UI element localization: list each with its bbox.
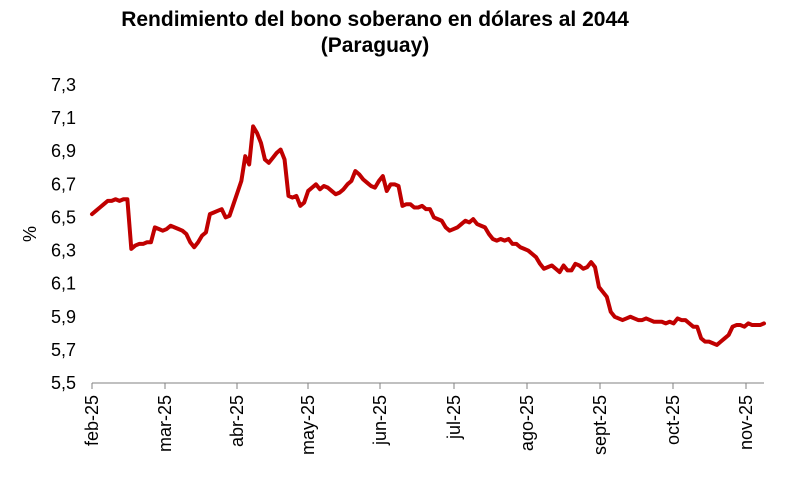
y-tick-label: 6,7	[51, 174, 76, 194]
y-axis-ticks: 7,3 7,1 6,9 6,7 6,5 6,3 6,1 5,9 5,7 5,5	[51, 75, 76, 393]
y-tick-label: 6,1	[51, 274, 76, 294]
y-tick-label: 7,1	[51, 108, 76, 128]
x-tick-label: feb-25	[82, 395, 102, 446]
y-tick-label: 5,7	[51, 340, 76, 360]
x-tick-label: jul-25	[444, 395, 464, 440]
y-tick-label: 7,3	[51, 75, 76, 95]
x-tick-label: abr-25	[227, 395, 247, 447]
x-axis-ticks: feb-25 mar-25 abr-25 may-25 jun-25 jul-25 ago-…	[82, 383, 756, 455]
x-tick-label: oct-25	[663, 395, 683, 445]
x-tick-label: nov-25	[736, 395, 756, 450]
x-tick-label: ago-25	[517, 395, 537, 451]
chart-title: Rendimiento del bono soberano en dólares…	[121, 8, 629, 31]
x-tick-label: jun-25	[370, 395, 390, 446]
y-axis-label: %	[20, 226, 40, 242]
x-tick-label: may-25	[298, 395, 318, 455]
y-tick-label: 6,9	[51, 141, 76, 161]
y-tick-label: 5,9	[51, 307, 76, 327]
y-tick-label: 6,3	[51, 241, 76, 261]
y-tick-label: 5,5	[51, 373, 76, 393]
x-tick-label: sept-25	[590, 395, 610, 455]
yield-series-line	[90, 124, 766, 347]
y-tick-label: 6,5	[51, 207, 76, 227]
chart-subtitle: (Paraguay)	[321, 34, 430, 57]
x-tick-label: mar-25	[155, 395, 175, 452]
